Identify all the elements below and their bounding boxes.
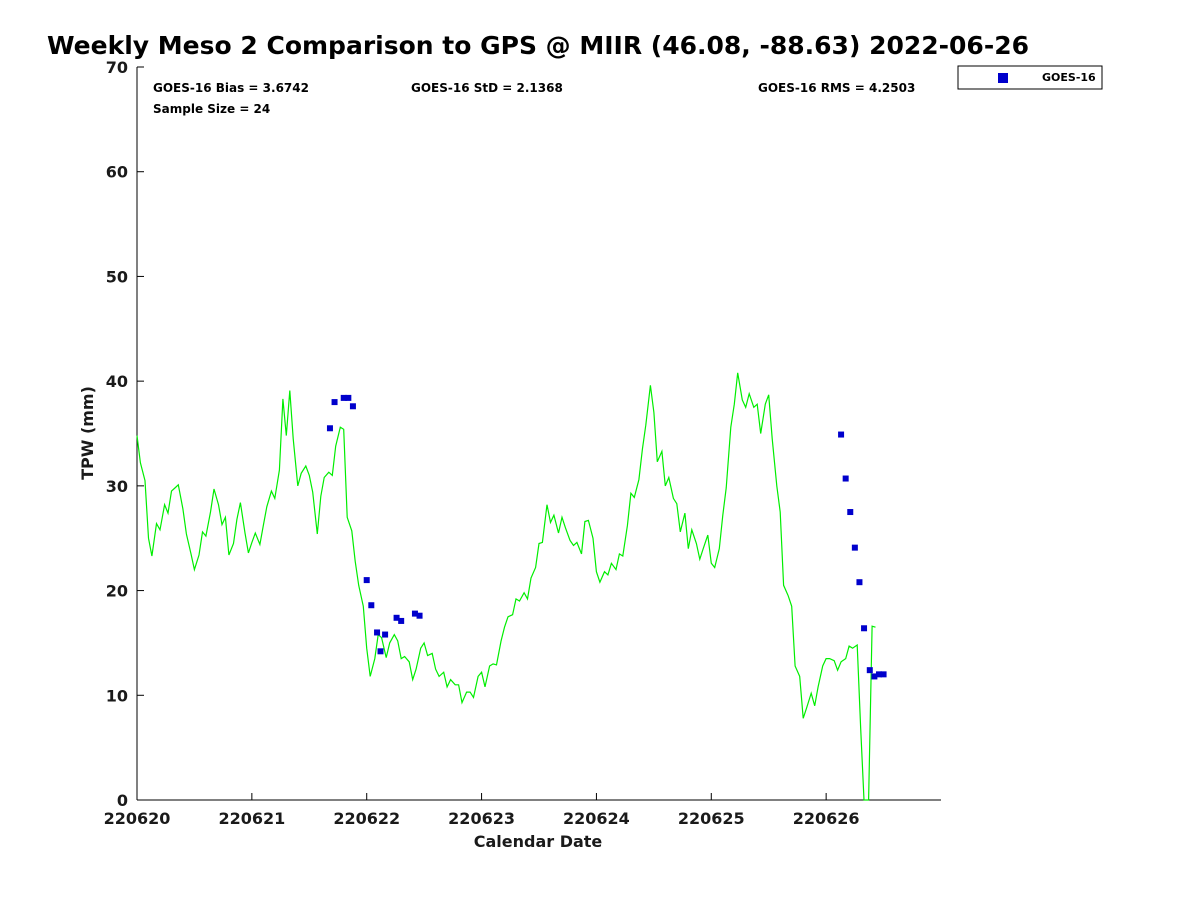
x-tick-label: 220621 xyxy=(218,809,285,828)
goes16-point xyxy=(871,673,878,680)
goes16-point xyxy=(368,602,375,609)
y-tick-label: 10 xyxy=(106,686,128,705)
goes16-point xyxy=(856,579,863,586)
goes16-point xyxy=(326,425,333,432)
goes16-point xyxy=(363,577,370,584)
goes16-point xyxy=(393,614,400,621)
std-stat: GOES-16 StD = 2.1368 xyxy=(411,81,563,95)
goes16-point xyxy=(349,403,356,410)
goes16-point xyxy=(345,394,352,401)
x-tick-label: 220625 xyxy=(678,809,745,828)
legend-box xyxy=(957,65,1103,90)
goes16-point xyxy=(398,617,405,624)
x-tick-label: 220623 xyxy=(448,809,515,828)
goes16-point xyxy=(847,509,854,516)
goes16-point xyxy=(382,631,389,638)
legend-label-goes16: GOES-16 xyxy=(1042,71,1096,84)
goes16-series xyxy=(326,394,887,680)
x-tick-label: 220620 xyxy=(104,809,171,828)
x-tick-label: 220624 xyxy=(563,809,630,828)
gps-line xyxy=(136,372,876,801)
y-tick-label: 70 xyxy=(106,58,128,77)
x-tick-label: 220622 xyxy=(333,809,400,828)
bias-stat: GOES-16 Bias = 3.6742 xyxy=(153,81,309,95)
gps-series xyxy=(136,372,876,801)
y-axis-label: TPW (mm) xyxy=(78,386,97,480)
goes16-point xyxy=(331,399,338,406)
y-axis: 0 10 20 30 40 50 60 70 xyxy=(106,58,144,810)
goes16-point xyxy=(340,394,347,401)
goes16-point xyxy=(374,629,381,636)
y-tick-label: 50 xyxy=(106,267,128,286)
legend-swatch-goes16 xyxy=(998,73,1008,83)
y-tick-label: 0 xyxy=(117,791,128,810)
y-tick-label: 20 xyxy=(106,582,128,601)
y-tick-label: 30 xyxy=(106,477,128,496)
goes16-point xyxy=(411,610,418,617)
legend: GOES-16 xyxy=(957,65,1103,90)
goes16-point xyxy=(377,648,384,655)
x-tick-label: 220626 xyxy=(793,809,860,828)
goes16-point xyxy=(880,671,887,678)
goes16-point xyxy=(861,625,868,632)
goes16-point xyxy=(851,544,858,551)
chart-title: Weekly Meso 2 Comparison to GPS @ MIIR (… xyxy=(47,31,1029,60)
x-axis-label: Calendar Date xyxy=(474,832,603,851)
x-axis: 220620 220621 220622 220623 220624 220625 2206… xyxy=(104,793,860,828)
y-tick-label: 40 xyxy=(106,372,128,391)
rms-stat: GOES-16 RMS = 4.2503 xyxy=(758,81,915,95)
goes16-point xyxy=(838,431,845,438)
y-tick-label: 60 xyxy=(106,163,128,182)
goes16-point xyxy=(416,612,423,619)
goes16-point xyxy=(866,667,873,674)
goes16-point xyxy=(875,671,882,678)
plot-area xyxy=(136,67,941,801)
goes16-point xyxy=(842,475,849,482)
sample-size-stat: Sample Size = 24 xyxy=(153,102,270,116)
